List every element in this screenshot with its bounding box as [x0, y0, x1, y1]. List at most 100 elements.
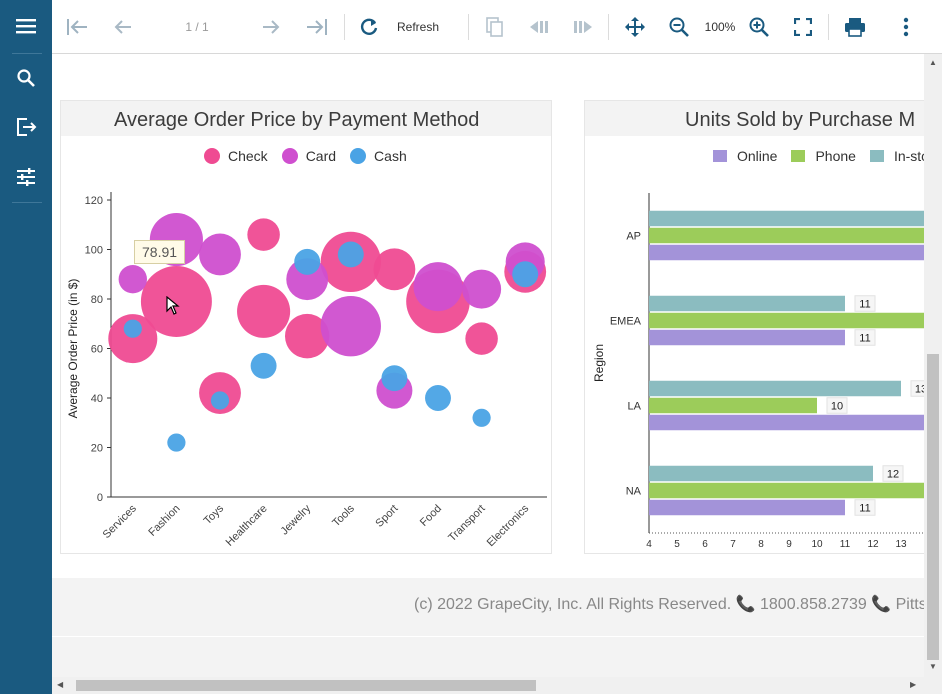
refresh-icon — [360, 18, 378, 35]
legend-item-in-store[interactable]: In-stor — [869, 148, 924, 164]
x-tick-label: 8 — [758, 539, 764, 550]
vertical-scrollbar[interactable]: ▲ ▼ — [924, 54, 942, 677]
bubble-cash — [123, 319, 142, 338]
copyright-text: (c) 2022 GrapeCity, Inc. All Rights Rese… — [414, 596, 732, 613]
legend-label: Check — [228, 148, 268, 164]
horizontal-scroll-thumb[interactable] — [76, 680, 536, 691]
y-tick-label: 60 — [91, 344, 103, 356]
x-tick-label: Sport — [373, 503, 400, 530]
legend-item-cash[interactable]: Cash — [350, 148, 407, 164]
pan-button[interactable] — [620, 0, 650, 53]
y-tick-label: 80 — [91, 294, 103, 306]
bar-phone — [649, 397, 817, 414]
page-indicator-text: 1 / 1 — [185, 19, 209, 34]
bubble-check — [465, 322, 498, 355]
data-label: 11 — [859, 298, 870, 310]
toolbar-divider — [468, 14, 469, 40]
more-options-button[interactable] — [892, 0, 920, 53]
scroll-up-icon[interactable]: ▲ — [929, 58, 937, 67]
fullscreen-button[interactable] — [788, 0, 818, 53]
zoom-out-button[interactable] — [664, 0, 694, 53]
zoom-level-dropdown[interactable]: 100% — [700, 0, 740, 53]
toolbar-divider — [608, 14, 609, 40]
fast-forward-icon — [574, 20, 592, 33]
previous-page-button[interactable] — [108, 0, 138, 53]
bubble-cash — [381, 365, 408, 392]
legend-item-online[interactable]: Online — [713, 148, 777, 164]
bar-in-store — [649, 295, 845, 312]
y-axis-title: Region — [592, 344, 606, 382]
bubble-cash — [337, 241, 364, 268]
back-to-parent-button[interactable] — [524, 0, 554, 53]
legend-label: Cash — [374, 148, 407, 164]
bubble-check — [285, 313, 330, 359]
region-label: AP — [626, 231, 641, 243]
last-page-button[interactable] — [302, 0, 332, 53]
move-icon — [625, 16, 645, 37]
x-tick-label: 5 — [674, 539, 680, 550]
x-tick-label: Jewelry — [278, 502, 313, 537]
search-button[interactable] — [0, 54, 52, 102]
y-axis-title: Average Order Price (in $) — [66, 279, 80, 419]
legend-item-phone[interactable]: Phone — [791, 148, 856, 164]
last-page-icon — [307, 18, 327, 35]
region-label: NA — [626, 486, 642, 498]
data-tooltip: 78.91 — [134, 240, 186, 264]
legend-label: Phone — [815, 148, 856, 164]
vertical-scroll-thumb[interactable] — [927, 354, 939, 660]
phone-icon: 📞 — [735, 596, 756, 613]
scroll-right-icon[interactable]: ▶ — [910, 680, 917, 689]
sidebar-divider — [12, 53, 42, 54]
bubble-card — [462, 269, 502, 309]
horizontal-scrollbar[interactable]: ◀ ▶ — [52, 677, 942, 694]
legend-marker — [281, 148, 298, 164]
legend-item-check[interactable]: Check — [204, 148, 268, 164]
zoom-in-button[interactable] — [744, 0, 774, 53]
first-page-button[interactable] — [62, 0, 92, 53]
next-page-button[interactable] — [256, 0, 286, 53]
bar-chart-title-bar: Units Sold by Purchase M — [585, 101, 924, 136]
x-tick-label: Transport — [446, 503, 487, 544]
legend-label: In-stor — [893, 148, 924, 164]
forward-button[interactable] — [568, 0, 598, 53]
more-vertical-icon — [903, 17, 909, 36]
rewind-icon — [530, 20, 548, 33]
data-label-box — [854, 499, 876, 516]
bubble-cash — [250, 352, 277, 379]
refresh-icon-button[interactable] — [354, 0, 384, 53]
print-button[interactable] — [840, 0, 870, 53]
continuous-mode-button[interactable] — [480, 0, 510, 53]
menu-button[interactable] — [0, 2, 52, 50]
scroll-left-icon[interactable]: ◀ — [57, 680, 64, 689]
bubble-card — [118, 265, 147, 294]
bubble-card — [199, 233, 241, 276]
search-icon — [17, 69, 35, 87]
bar-chart-card: Units Sold by Purchase M Online Phone In… — [584, 100, 924, 554]
bubble-check — [237, 284, 291, 338]
bar-phone — [649, 482, 924, 499]
bar-in-store — [649, 465, 873, 482]
bubble-cash — [425, 385, 451, 411]
arrow-right-icon — [263, 19, 280, 34]
x-tick-label: Fashion — [146, 503, 182, 539]
bubble-cash — [210, 391, 230, 410]
bar-chart-plot: 4 5 6 7 8 9 10 11 12 13 Region AP EMEA 11 11 LA 13 10 NA 12… — [592, 193, 924, 550]
bar-online — [649, 499, 845, 516]
data-label-box — [854, 329, 876, 346]
toolbar-divider — [828, 14, 829, 40]
data-label: 12 — [887, 468, 899, 480]
bubble-check — [247, 218, 280, 251]
page-indicator[interactable]: 1 / 1 — [172, 0, 222, 53]
scroll-down-icon[interactable]: ▼ — [929, 662, 937, 671]
report-footer — [52, 578, 924, 636]
phone-number: 1800.858.2739 — [760, 596, 867, 613]
data-label: 13 — [915, 383, 924, 395]
parameters-button[interactable] — [0, 153, 52, 201]
refresh-button[interactable]: Refresh — [392, 0, 444, 53]
export-button[interactable] — [0, 103, 52, 151]
zoom-out-icon — [669, 17, 689, 37]
sidebar-divider — [12, 202, 42, 203]
data-label: 10 — [831, 400, 843, 412]
first-page-icon — [67, 18, 87, 35]
legend-item-card[interactable]: Card — [281, 148, 336, 164]
